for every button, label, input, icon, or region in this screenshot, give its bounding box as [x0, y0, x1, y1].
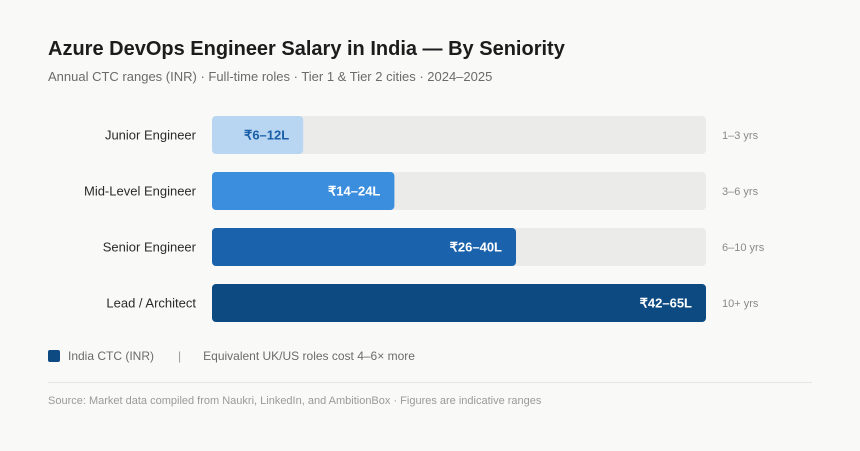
category-label: Lead / Architect [106, 296, 196, 311]
experience-label: 3–6 yrs [722, 186, 759, 198]
legend-note: Equivalent UK/US roles cost 4–6× more [203, 349, 415, 363]
bar-value-label: ₹6–12L [244, 128, 289, 143]
source-note: Source: Market data compiled from Naukri… [48, 395, 542, 407]
bar-value-label: ₹14–24L [328, 184, 380, 199]
bar-track [212, 116, 706, 154]
legend-swatch [48, 350, 60, 362]
bar-value-label: ₹26–40L [450, 240, 502, 255]
experience-label: 10+ yrs [722, 298, 759, 310]
salary-bar-chart: Junior Engineer ₹6–12L 1–3 yrs Mid-Level En… [84, 116, 765, 322]
legend-separator: | [178, 349, 182, 363]
chart-legend: India CTC (INR) | Equivalent UK/US roles… [48, 349, 415, 363]
footer-divider [48, 382, 812, 383]
legend-label: India CTC (INR) [68, 349, 155, 363]
bar [212, 116, 304, 154]
experience-label: 1–3 yrs [722, 130, 759, 142]
bar [212, 172, 395, 210]
experience-label: 6–10 yrs [722, 242, 765, 254]
category-label: Senior Engineer [103, 240, 197, 255]
chart-title: Azure DevOps Engineer Salary in India — … [48, 38, 565, 60]
bar [212, 284, 706, 322]
chart-subtitle: Annual CTC ranges (INR) · Full-time role… [48, 69, 493, 84]
bar [212, 228, 516, 266]
category-label: Junior Engineer [105, 128, 197, 143]
bar-value-label: ₹42–65L [640, 296, 692, 311]
category-label: Mid-Level Engineer [84, 184, 197, 199]
